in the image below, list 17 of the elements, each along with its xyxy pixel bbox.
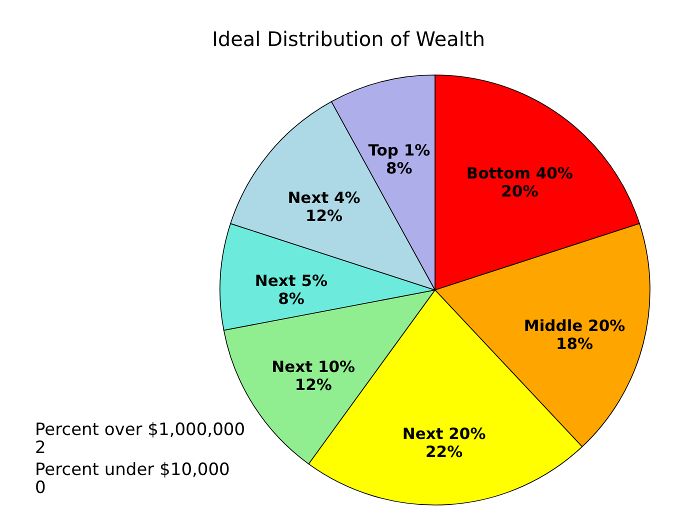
text: Percent over $1,000,000 2 (35, 420, 246, 458)
slice-label: Top 1% (368, 141, 431, 160)
data-label: 22% (425, 442, 464, 461)
slice-label: Next 5% (254, 272, 328, 290)
data-label: 20% (501, 182, 539, 200)
chart-title: Ideal Distribution of Wealth (212, 27, 485, 51)
slice-label: Next 10% (272, 358, 356, 376)
data-label: 12% (305, 207, 344, 226)
slice-label: Next 4% (288, 189, 361, 208)
data-label: 8% (386, 159, 413, 178)
text: Percent under $10,000 0 (35, 460, 230, 498)
slice-label: Middle 20% (524, 316, 626, 335)
data-label: 8% (278, 290, 305, 308)
slice-label: Bottom 40% (466, 164, 574, 182)
data-label: 18% (556, 334, 594, 353)
slice-label: Next 20% (402, 424, 486, 443)
data-label: 12% (294, 376, 332, 394)
